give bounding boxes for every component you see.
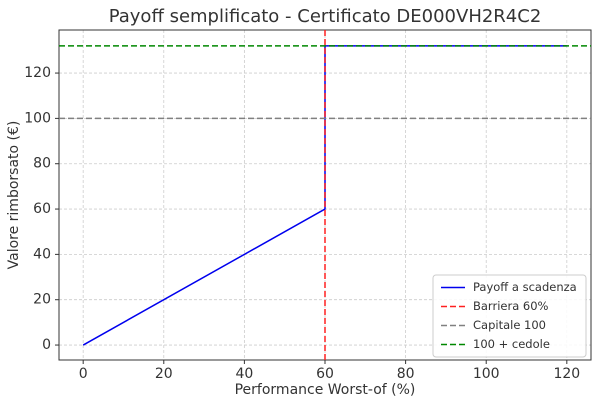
y-tick-label: 80 (33, 156, 51, 172)
x-tick-label: 40 (235, 366, 253, 382)
series-line (82, 45, 567, 346)
y-tick-label: 60 (33, 201, 51, 217)
y-tick-label: 0 (42, 337, 51, 353)
chart-title: Payoff semplificato - Certificato DE000V… (109, 6, 542, 27)
legend-label: Barriera 60% (473, 299, 549, 313)
legend-label: Payoff a scadenza (473, 280, 577, 294)
y-tick-label: 40 (33, 246, 51, 262)
y-tick-label: 20 (33, 292, 51, 308)
legend-label: 100 + cedole (473, 337, 550, 351)
legend-box (432, 274, 587, 358)
x-tick-label: 20 (155, 366, 173, 382)
y-axis-label: Valore rimborsato (€) (6, 121, 22, 270)
x-tick-label: 80 (397, 366, 415, 382)
x-tick-label: 100 (473, 366, 500, 382)
y-tick-label: 120 (24, 65, 51, 81)
y-tick-label: 100 (24, 110, 51, 126)
x-tick-label: 120 (553, 366, 580, 382)
x-tick-label: 0 (79, 366, 88, 382)
legend-label: Capitale 100 (473, 318, 546, 332)
x-tick-label: 60 (316, 366, 334, 382)
x-axis-label: Performance Worst-of (%) (235, 382, 416, 398)
